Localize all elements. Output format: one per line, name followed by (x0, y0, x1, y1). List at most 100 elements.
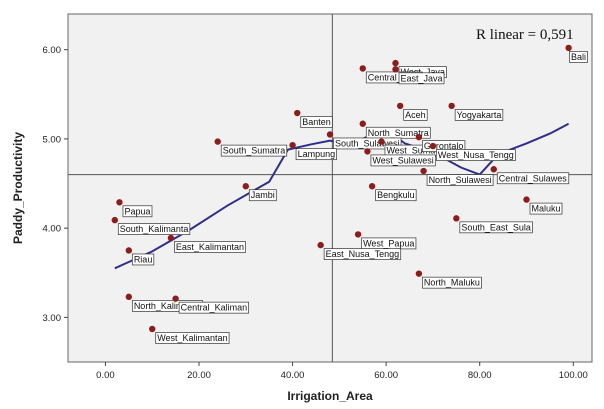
data-point (326, 131, 334, 138)
data-label-box (454, 109, 504, 121)
data-point (429, 142, 437, 150)
data-label-box (496, 172, 570, 185)
data-label-box (178, 301, 250, 314)
data-label-box (323, 248, 402, 260)
data-label: Central_Sulawes (499, 173, 568, 183)
data-point (317, 241, 324, 249)
data-point (294, 109, 301, 117)
data-label-box (529, 202, 563, 215)
data-point (125, 293, 133, 301)
data-point (354, 231, 362, 238)
data-point (116, 199, 123, 206)
data-point (453, 215, 460, 222)
data-label: North_Kalimanta (134, 301, 201, 311)
data-label: Gorontalo (424, 141, 464, 151)
x-tick-label: 60.00 (374, 370, 398, 381)
data-label-box (300, 116, 333, 128)
data-point (415, 133, 423, 141)
y-axis-label: Paddy_Productivity (11, 132, 25, 244)
data-point (392, 59, 399, 67)
x-tick-label: 20.00 (187, 370, 211, 381)
data-point (565, 44, 572, 52)
data-label: North_Sumatra (368, 128, 429, 138)
data-label-box (248, 189, 277, 202)
data-point (368, 183, 376, 190)
data-label: Bengkulu (377, 190, 415, 200)
data-point (523, 196, 530, 203)
y-tick-label: 6.00 (43, 45, 62, 56)
data-label-box (174, 241, 246, 253)
data-label: Central_Java (368, 72, 421, 82)
data-label: South_Sulawesi (335, 138, 400, 148)
data-label-box (422, 276, 482, 289)
data-label-box (370, 154, 436, 167)
x-tick-label: 80.00 (468, 370, 492, 381)
y-tick-label: 5.00 (43, 134, 62, 145)
data-point (167, 234, 175, 242)
data-label-box (155, 332, 230, 344)
data-point (242, 183, 249, 190)
data-point (214, 138, 221, 145)
data-label: Central_Kaliman (181, 303, 248, 313)
data-label: Jambi (251, 190, 275, 200)
data-label: Maluku (532, 204, 561, 214)
data-label: Lampung (298, 149, 336, 159)
y-axis-ticks: 3.00 4.00 5.00 6.00 (43, 45, 68, 324)
data-label: West_Papua (363, 238, 414, 248)
data-label: Papua (124, 206, 150, 216)
data-label: South_Kalimanta (120, 224, 189, 234)
data-label: West_Nusa_Tengg (438, 150, 514, 160)
data-point (172, 295, 179, 302)
data-point (415, 270, 423, 277)
data-label: South_East_Sula (461, 222, 531, 232)
y-tick-label: 4.00 (43, 224, 62, 235)
x-tick-label: 40.00 (281, 370, 305, 381)
data-point (396, 102, 404, 110)
data-label-box (295, 148, 337, 161)
data-label-box (459, 221, 533, 234)
x-axis-label: Irrigation_Area (287, 389, 373, 403)
data-label: East_Nusa_Tengg (326, 249, 400, 259)
data-label: Yogyakarta (457, 110, 502, 120)
data-label-box (375, 189, 417, 202)
data-point (111, 216, 118, 224)
x-axis-ticks: 0.00 20.00 40.00 60.00 80.00 100.00 (96, 362, 588, 381)
data-point (359, 65, 366, 72)
data-point (392, 66, 399, 73)
data-label: West_Sumatra (386, 146, 445, 156)
data-label-box (436, 149, 516, 161)
data-label-box (122, 205, 153, 218)
data-point (125, 247, 133, 254)
data-label: Banten (302, 117, 331, 127)
data-label-box (403, 109, 428, 121)
data-point (149, 325, 156, 333)
data-label-box (569, 51, 588, 63)
data-label: Bali (571, 52, 586, 62)
data-label: West_Sulawesi (372, 155, 433, 165)
data-label: Riau (134, 254, 153, 264)
data-label-box (426, 174, 494, 186)
data-label: East_Java (401, 73, 443, 83)
y-tick-label: 3.00 (43, 313, 62, 324)
data-point (289, 141, 296, 149)
x-tick-label: 100.00 (559, 370, 588, 381)
data-label-box (131, 253, 155, 266)
data-label: North_Sulawesi (429, 175, 492, 185)
data-point (448, 102, 455, 110)
data-label: South_Sumatra (223, 146, 286, 156)
data-label: West_Kalimantan (157, 333, 227, 343)
data-point (378, 138, 385, 145)
data-point (420, 167, 427, 175)
data-label: North_Maluku (424, 278, 480, 288)
data-label: Aceh (405, 110, 426, 120)
data-label-box (117, 223, 191, 235)
r-linear-annotation: R linear = 0,591 (476, 27, 574, 43)
data-label-box (220, 144, 288, 157)
data-label-box (398, 72, 445, 85)
data-point (364, 148, 371, 155)
x-tick-label: 0.00 (96, 370, 115, 381)
data-point (490, 166, 497, 173)
data-point (359, 120, 366, 127)
